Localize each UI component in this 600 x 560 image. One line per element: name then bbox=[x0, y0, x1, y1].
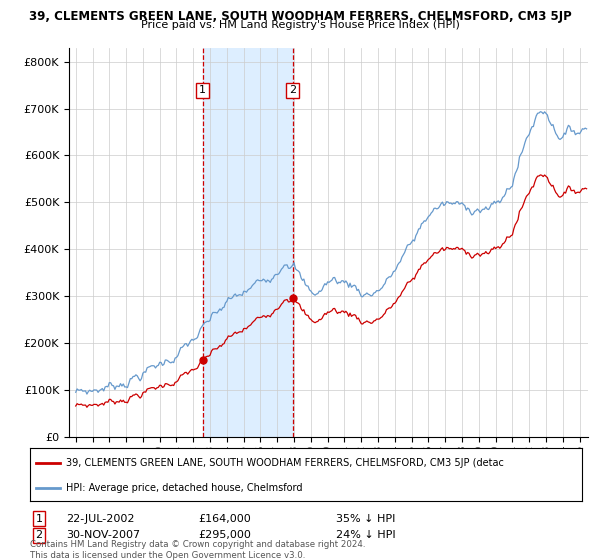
Text: 30-NOV-2007: 30-NOV-2007 bbox=[66, 530, 140, 540]
Text: 1: 1 bbox=[199, 86, 206, 95]
Text: 35% ↓ HPI: 35% ↓ HPI bbox=[336, 514, 395, 524]
Text: Contains HM Land Registry data © Crown copyright and database right 2024.
This d: Contains HM Land Registry data © Crown c… bbox=[30, 540, 365, 559]
Text: 22-JUL-2002: 22-JUL-2002 bbox=[66, 514, 134, 524]
Text: 1: 1 bbox=[35, 514, 43, 524]
Text: 2: 2 bbox=[289, 86, 296, 95]
Text: £164,000: £164,000 bbox=[198, 514, 251, 524]
Text: 39, CLEMENTS GREEN LANE, SOUTH WOODHAM FERRERS, CHELMSFORD, CM3 5JP (detac: 39, CLEMENTS GREEN LANE, SOUTH WOODHAM F… bbox=[66, 458, 504, 468]
Text: £295,000: £295,000 bbox=[198, 530, 251, 540]
Text: 2: 2 bbox=[35, 530, 43, 540]
Text: HPI: Average price, detached house, Chelmsford: HPI: Average price, detached house, Chel… bbox=[66, 483, 302, 493]
Text: Price paid vs. HM Land Registry's House Price Index (HPI): Price paid vs. HM Land Registry's House … bbox=[140, 20, 460, 30]
Text: 24% ↓ HPI: 24% ↓ HPI bbox=[336, 530, 395, 540]
Bar bbox=[203, 48, 293, 437]
Text: 39, CLEMENTS GREEN LANE, SOUTH WOODHAM FERRERS, CHELMSFORD, CM3 5JP: 39, CLEMENTS GREEN LANE, SOUTH WOODHAM F… bbox=[29, 10, 571, 23]
